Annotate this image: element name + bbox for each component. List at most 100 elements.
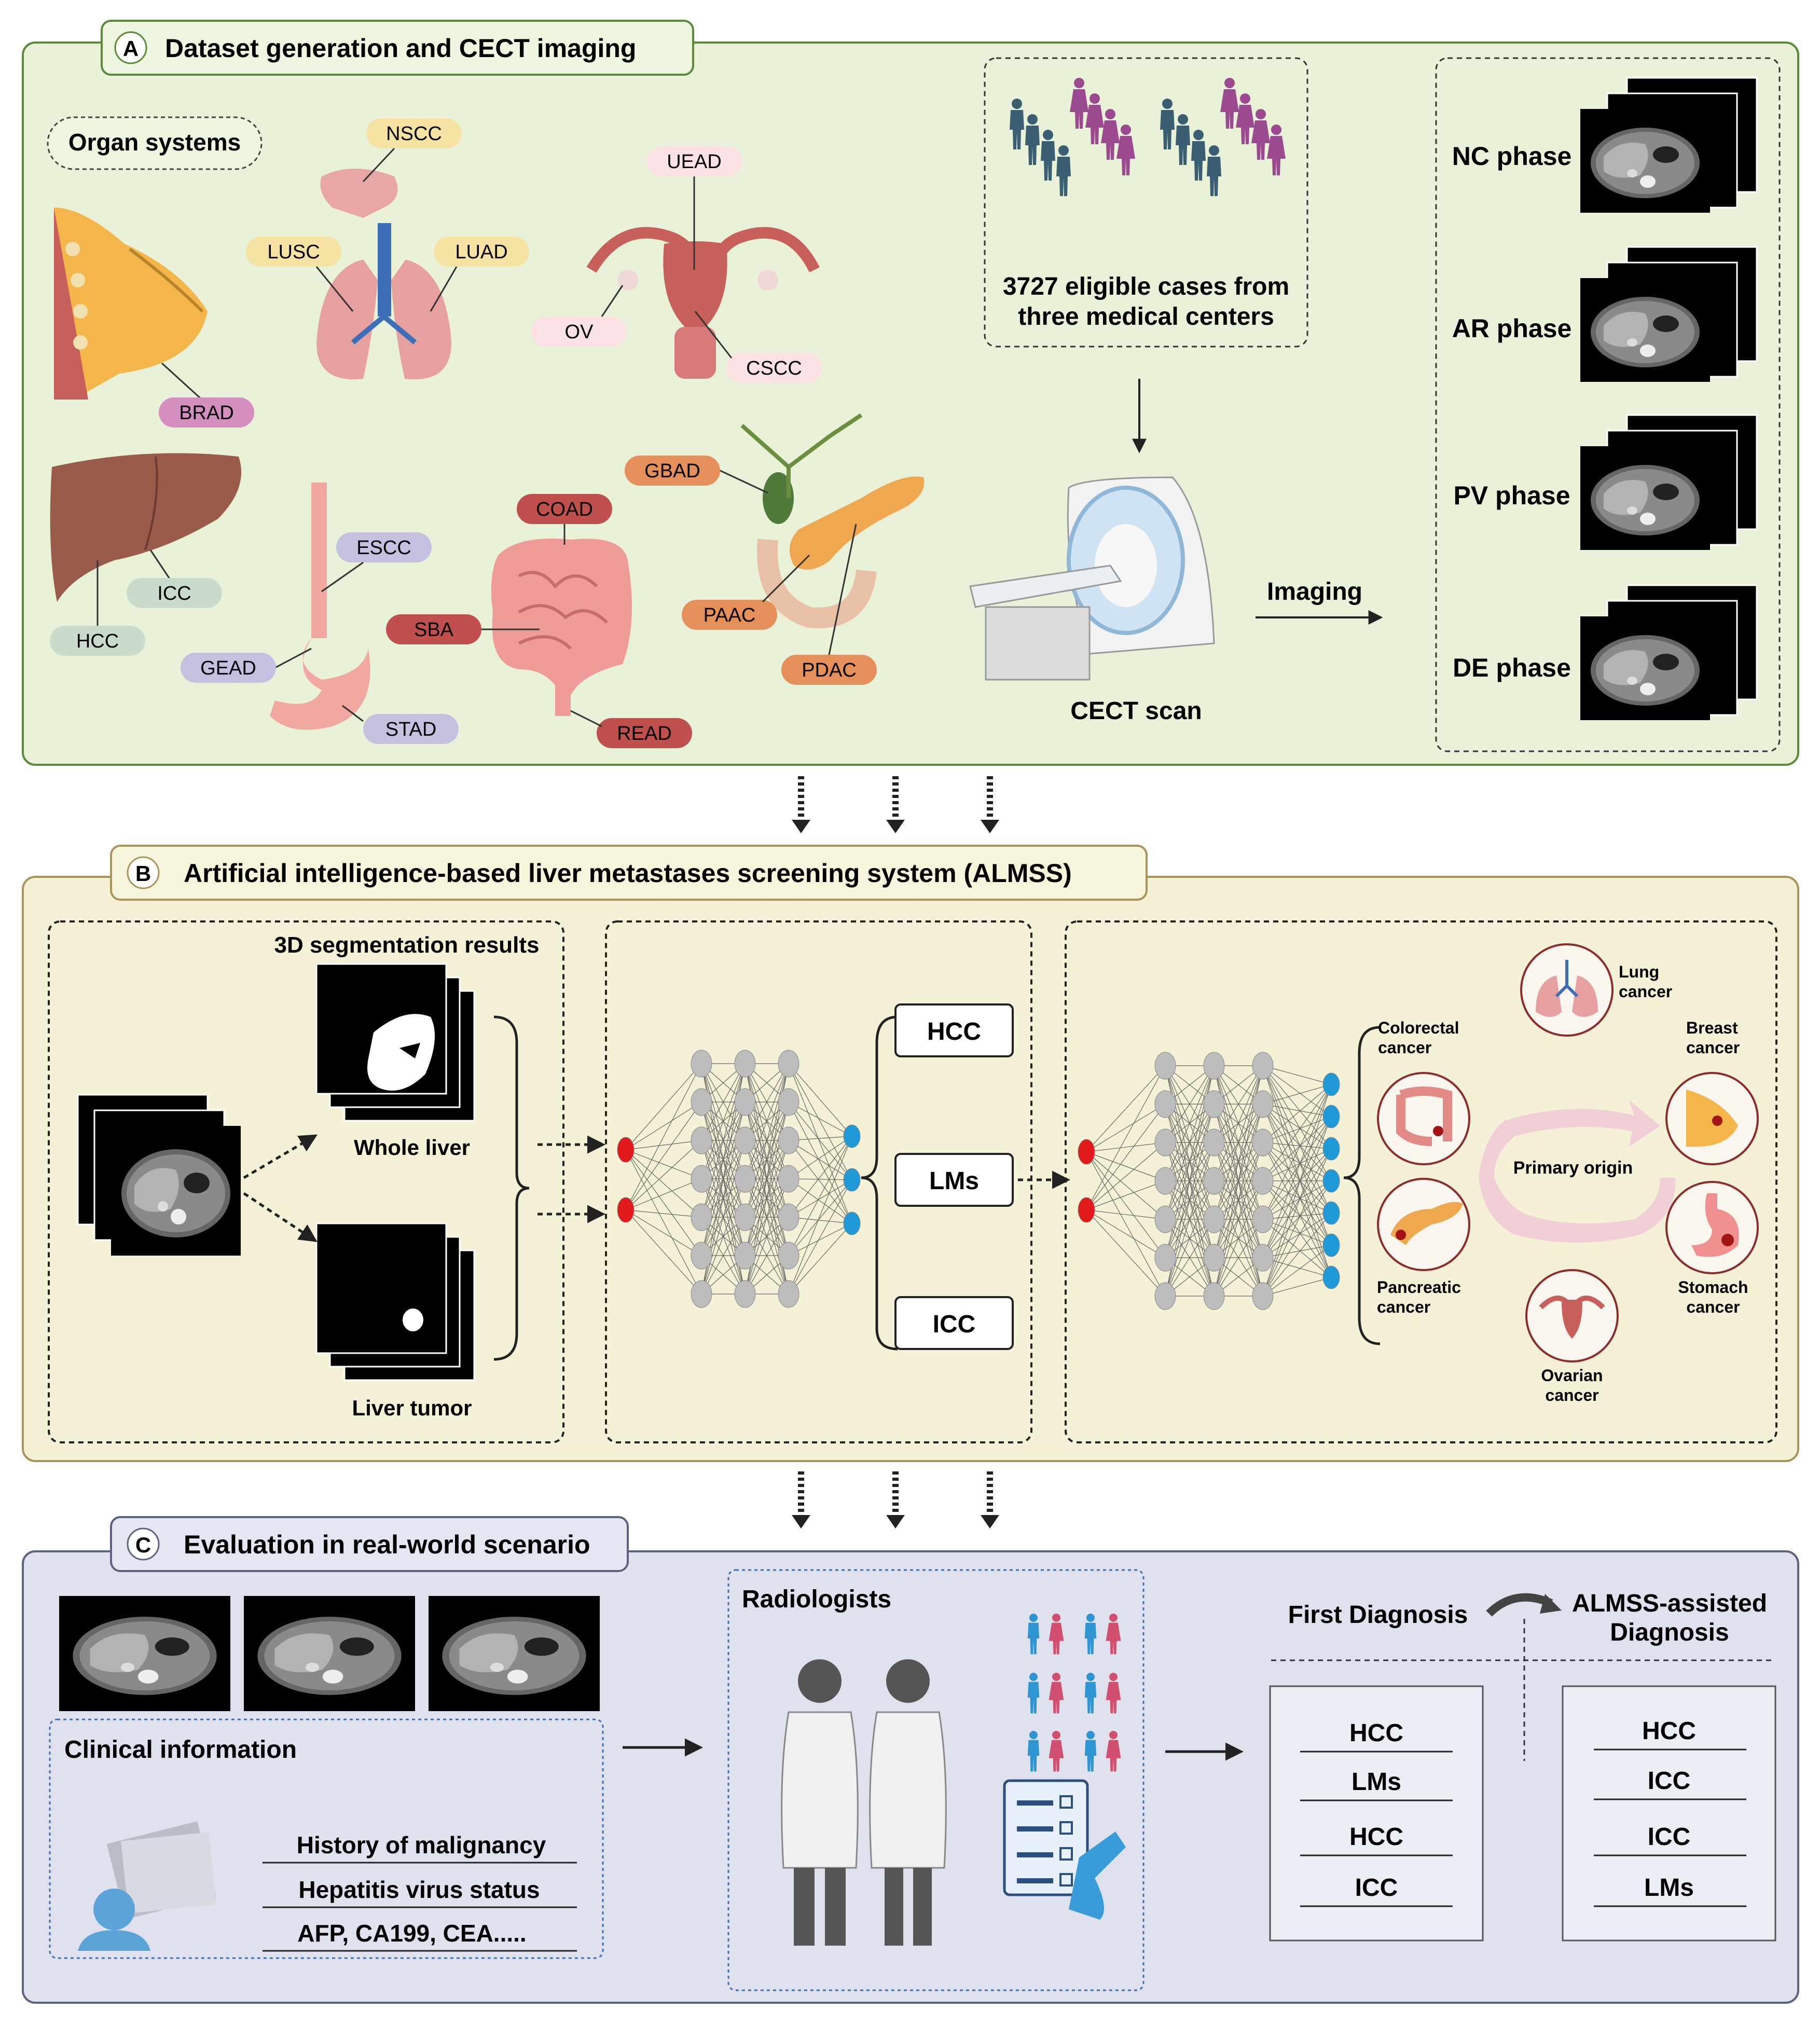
tag-gead-label: GEAD [200, 657, 256, 679]
network-connection [744, 1063, 789, 1179]
tag-gbad-label: GBAD [644, 460, 700, 482]
assisted-dx-1: HCC [1642, 1717, 1696, 1745]
network-connection [788, 1102, 852, 1224]
network-connection [1262, 1219, 1332, 1246]
clinical-item-1: History of malignancy [297, 1832, 546, 1858]
network-connection [1262, 1245, 1332, 1297]
network-connection [1086, 1151, 1166, 1258]
cases-text-line1: 3727 eligible cases from [1003, 273, 1289, 300]
phase-nc: NC phase [1452, 77, 1758, 213]
tag-stad [363, 714, 459, 744]
phase-de-label: DE phase [1453, 653, 1571, 682]
de-ct-slice [1580, 616, 1710, 720]
network-connection [1165, 1065, 1215, 1220]
network-node [691, 1165, 712, 1193]
pv-ct-slice [1580, 446, 1710, 550]
network-connection [788, 1179, 852, 1256]
network-connection [625, 1149, 702, 1218]
network-node [778, 1165, 799, 1193]
tag-luad [434, 237, 529, 267]
network-connection [625, 1178, 702, 1210]
network-connection [1262, 1142, 1332, 1214]
network-connection [1262, 1148, 1332, 1181]
seg-arrow-down [243, 1192, 318, 1242]
panel-b-title: Artificial intelligence-based liver meta… [184, 859, 1072, 888]
network-connection [788, 1063, 852, 1137]
tag-hcc [50, 626, 145, 656]
network-node [1203, 1128, 1225, 1156]
ct-slice-2 [244, 1596, 415, 1711]
network-connection [1262, 1142, 1332, 1149]
network-connection [744, 1140, 789, 1295]
network-connection [1086, 1209, 1166, 1297]
tag-cscc [726, 353, 822, 383]
network-node [1252, 1244, 1274, 1272]
network-node [1154, 1244, 1176, 1272]
network-connection [701, 1217, 746, 1295]
tag-sba [386, 614, 481, 644]
breast-label-2: cancer [1686, 1038, 1740, 1057]
network-node [778, 1050, 799, 1078]
panel-c-letter-circle [127, 1527, 160, 1561]
network-connection [788, 1136, 852, 1256]
tag-read-label: READ [617, 723, 672, 745]
network-connection [788, 1179, 852, 1295]
panel-a-letter: A [123, 36, 139, 61]
tag-brad [159, 397, 254, 428]
phase-pv: PV phase [1453, 414, 1758, 550]
network-connection [788, 1063, 852, 1180]
network-connection [1086, 1104, 1166, 1152]
network-node [617, 1197, 635, 1223]
network-connection [1214, 1065, 1263, 1220]
network-connection [1262, 1213, 1332, 1297]
network-connection [1262, 1084, 1332, 1220]
panel-c-header-box [110, 1516, 629, 1572]
tag-stad-label: STAD [385, 719, 437, 740]
nc-ct-slice [1580, 109, 1710, 213]
tag-lusc-label: LUSC [267, 241, 320, 263]
network-node [691, 1280, 712, 1308]
output-icc-label: ICC [933, 1311, 976, 1338]
tag-lusc [246, 237, 341, 267]
assisted-dx-3: ICC [1648, 1823, 1691, 1851]
liver-tumor-label: Liver tumor [352, 1396, 472, 1420]
tag-cscc-label: CSCC [746, 357, 802, 379]
ovarian-label-1: Ovarian [1541, 1366, 1603, 1385]
network-connection [1262, 1180, 1332, 1258]
network-connection [1262, 1116, 1332, 1258]
network-connection [1165, 1180, 1215, 1297]
network-connection [1262, 1104, 1332, 1149]
panel-a-frame [22, 42, 1799, 766]
liver-tumor-mask-stack [315, 1222, 475, 1381]
network-connection [1262, 1065, 1332, 1181]
phase-ar-label: AR phase [1452, 314, 1572, 343]
network-connection [701, 1178, 746, 1295]
network-connection [744, 1063, 789, 1218]
network-connection [788, 1223, 852, 1256]
panel-c-letter: C [135, 1533, 151, 1557]
ct-slice-1 [59, 1596, 230, 1711]
radiologists-label: Radiologists [742, 1586, 891, 1613]
tag-read [597, 718, 692, 748]
panel-a-letter-circle [114, 31, 147, 64]
network-connection [701, 1063, 746, 1141]
network-connection [1086, 1151, 1166, 1181]
lung-label-2: cancer [1619, 982, 1672, 1001]
panel-a-title: Dataset generation and CECT imaging [165, 34, 636, 63]
network-connection [1086, 1209, 1166, 1258]
network-node [1203, 1244, 1225, 1272]
network-connection [1262, 1148, 1332, 1258]
network-connection [1086, 1104, 1166, 1210]
network-connection [625, 1102, 702, 1150]
a-to-b-arrows [792, 776, 999, 833]
network-connection [625, 1209, 702, 1218]
phase-de: DE phase [1453, 584, 1758, 720]
network-connection [1165, 1219, 1215, 1297]
network-connection [788, 1223, 852, 1295]
assisted-diagnosis-box [1562, 1685, 1776, 1942]
radiologists-box [727, 1569, 1145, 1991]
network-connection [625, 1209, 702, 1295]
network-connection [625, 1140, 702, 1150]
network-node [1203, 1090, 1225, 1118]
network-connection [1262, 1245, 1332, 1258]
